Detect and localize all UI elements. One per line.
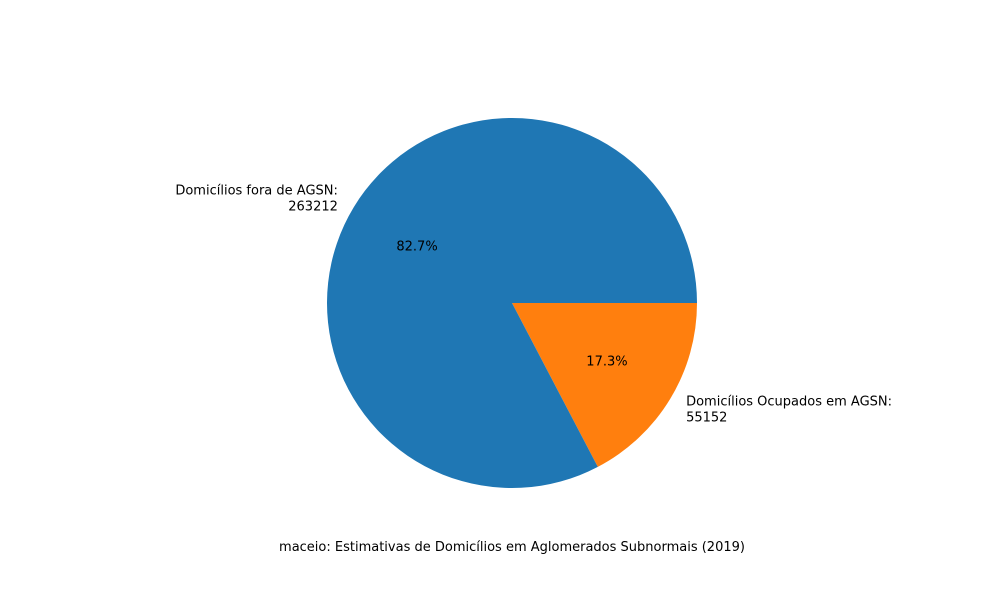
category-label-line: Domicílios Ocupados em AGSN: [686, 394, 892, 409]
pie-labels: 17.3% Domicílios Ocupados em AGSN: 55152 82… [175, 184, 892, 426]
percent-label-0: 17.3% [586, 354, 627, 369]
pie-slice-0 [512, 303, 697, 467]
pie-slices [326, 118, 697, 489]
pie-slice-1 [326, 118, 697, 489]
category-label-line: 55152 [686, 410, 727, 425]
category-label-1: Domicílios fora de AGSN: 263212 [175, 184, 338, 215]
category-label-line: 263212 [288, 200, 338, 215]
x-axis-label: maceio: Estimativas de Domicílios em Agl… [279, 540, 745, 555]
percent-label-1: 82.7% [396, 240, 437, 255]
category-label-line: Domicílios fora de AGSN: [175, 184, 338, 199]
category-label-0: Domicílios Ocupados em AGSN: 55152 [686, 394, 892, 425]
